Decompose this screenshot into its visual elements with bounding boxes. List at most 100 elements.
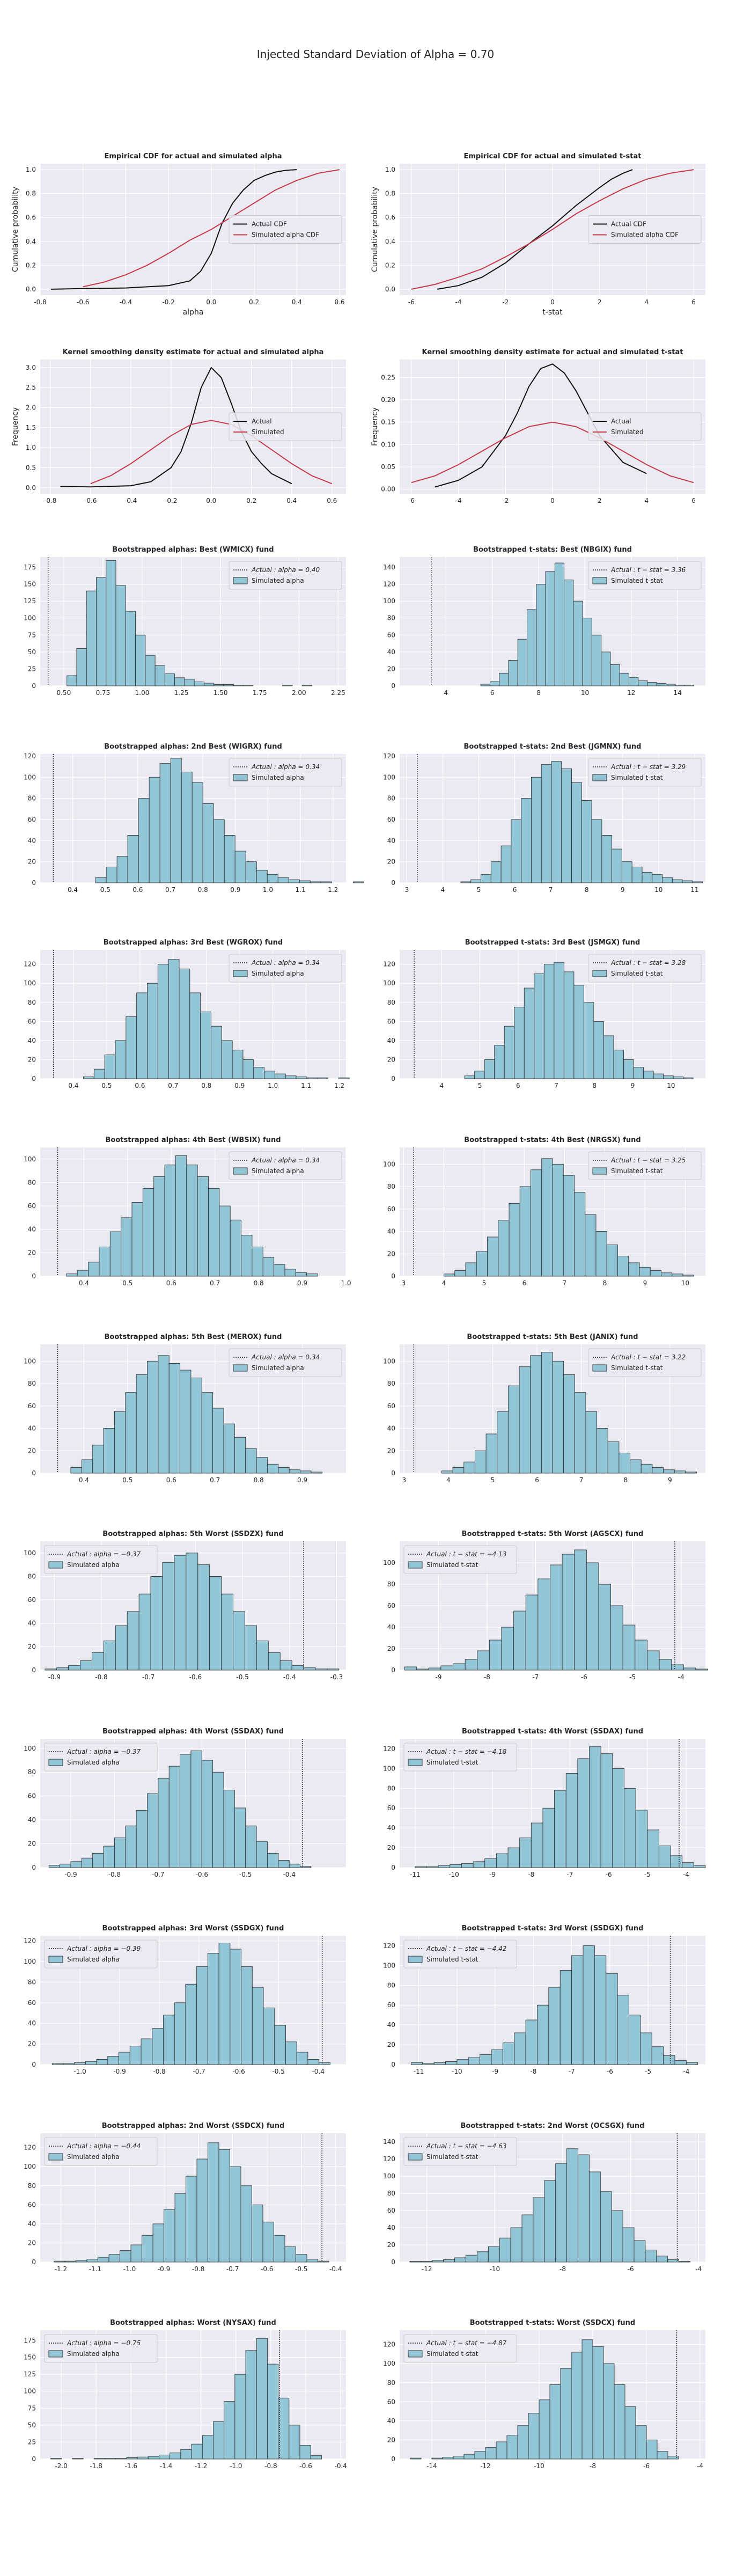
legend: Actual : t − stat = 3.28 Simulated t-stat [588,954,702,983]
x-tick-label: -8 [530,2068,536,2075]
histogram-bar [682,1862,694,1868]
histogram-bar [99,1247,111,1277]
x-tick-label: 4 [442,1279,446,1287]
histogram-bar [136,1374,148,1474]
histogram-bar [119,2052,130,2065]
histogram-bar [115,585,126,686]
legend-entry-label: Simulated alpha CDF [611,231,679,239]
histogram-bar [107,2056,120,2065]
histogram-bar [480,684,490,686]
histogram-bar [153,1176,165,1277]
x-tick-label: 4 [440,1082,444,1089]
histogram-bar [125,1825,137,1868]
histogram-bar [204,683,215,686]
y-tick-label: 0.25 [381,374,395,381]
panel-10: Bootstrapped t-stats: 3rd Best (JSMGX) f… [383,939,705,1089]
histogram-bar [212,1772,224,1868]
x-tick-label: -0.4 [283,1871,295,1878]
series-line-1 [437,169,633,290]
x-tick-label: 14 [674,689,682,697]
histogram-bar [168,1363,181,1474]
legend: Actual : alpha = −0.39 Simulated alpha [44,1940,158,1968]
x-tick-label: -6 [643,2462,650,2470]
x-tick-label: 1.0 [268,1082,278,1089]
legend-patch-swatch [48,1561,63,1569]
y-tick-label: 40 [387,1425,395,1432]
histogram-bar [96,577,107,686]
x-tick-label: 0.8 [198,886,208,894]
histogram-bar [663,2055,675,2065]
histogram-bar [554,562,565,686]
x-tick-label: -5 [644,1871,651,1878]
legend-patch-swatch [48,1956,63,1963]
y-tick-label: 40 [387,648,395,656]
y-tick-label: 20 [387,858,395,866]
histogram-bar [240,2185,252,2263]
histogram-bar [129,2045,142,2065]
histogram-bar [571,782,582,883]
series-line-2 [90,420,333,485]
histogram-bar [601,652,611,686]
y-tick-label: 0.2 [385,261,395,269]
y-tick-label: 60 [387,816,395,823]
x-tick-label: 0.6 [132,886,143,894]
histogram-bar [125,611,136,686]
histogram-bar [497,1411,509,1474]
histogram-bar [138,1593,151,1671]
histogram-bar [484,1858,497,1868]
histogram-bar [666,684,676,686]
legend-frame [403,1545,517,1574]
x-tick-label: 0.75 [96,689,111,697]
histogram-bar [278,1860,290,1868]
histogram-bar [179,969,190,1079]
legend-entry-label: Simulated [611,428,644,436]
histogram-bar [639,1267,651,1277]
panel-title: Empirical CDF for actual and simulated t… [464,152,642,160]
histogram-bar [695,1668,708,1671]
panel-2: Empirical CDF for actual and simulated t… [371,152,705,317]
panel-title: Empirical CDF for actual and simulated a… [105,152,282,160]
y-tick-label: 0 [391,1272,395,1280]
histogram-bar [147,983,158,1079]
y-tick-label: 0 [391,1864,395,1871]
histogram-bar [426,1866,439,1868]
x-tick-label: 1.25 [174,689,189,697]
histogram-bar [159,763,171,883]
histogram-bar [93,2458,105,2460]
histogram-bar [296,1076,307,1079]
y-tick-label: 75 [28,631,36,639]
histogram-bar [545,571,555,686]
histogram-bar [659,1659,672,1671]
x-tick-label: -6 [408,497,415,504]
histogram-bar [662,877,673,883]
x-tick-label: -0.8 [44,497,56,504]
y-tick-label: 0 [391,1666,395,1674]
panel-title: Bootstrapped alphas: 2nd Worst (SSDCX) f… [102,2122,285,2130]
legend-entry-label: Simulated t-stat [611,1167,663,1175]
x-tick-label: -0.4 [329,2265,342,2273]
histogram-bar [541,764,552,883]
histogram-bar [470,879,482,883]
x-tick-label: -1.4 [160,2462,172,2470]
panel-12: Bootstrapped t-stats: 4th Best (NRGSX) f… [383,1136,705,1287]
y-tick-label: 60 [28,1792,36,1800]
histogram-bar [277,877,289,883]
y-tick-label: 20 [28,1840,36,1848]
histogram-bar [77,1270,89,1277]
legend-entry-label: Simulated alpha [67,1956,120,1963]
legend-entry-label: Simulated t-stat [611,970,663,977]
x-tick-label: -0.4 [283,1673,296,1681]
histogram-bar [617,1995,629,2065]
series-line-1 [60,367,292,488]
y-tick-label: 60 [387,631,395,639]
x-axis-label: alpha [183,308,204,317]
legend-frame [588,412,702,441]
histogram-bar [527,609,537,686]
x-tick-label: -10 [448,1871,459,1878]
histogram-bar [574,1549,587,1671]
y-tick-label: 20 [387,1056,395,1063]
histogram-bar [533,2197,545,2263]
histogram-bar [267,1463,279,1474]
histogram-bar [574,1392,586,1474]
x-tick-label: -1.2 [195,2462,207,2470]
